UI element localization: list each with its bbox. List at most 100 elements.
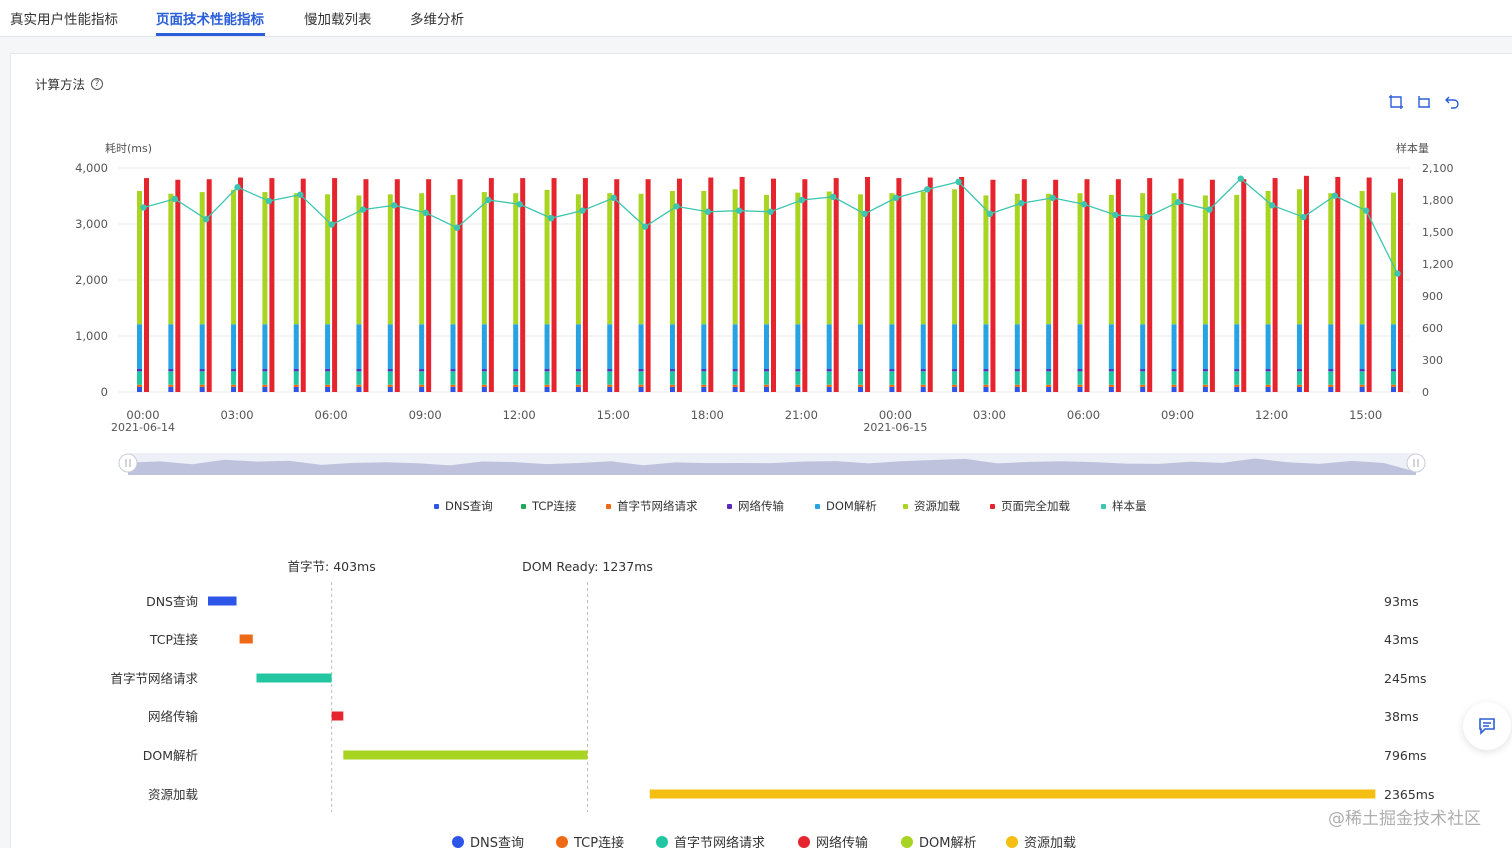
bar-ttfb <box>1077 371 1083 385</box>
tab-slow-load-list[interactable]: 慢加载列表 <box>304 12 372 28</box>
bar-ttfb <box>419 371 425 385</box>
legend-marker <box>1101 503 1106 509</box>
bar-transfer <box>262 369 268 372</box>
bar-page-load <box>269 178 275 392</box>
y-left-axis-label: 耗时(ms) <box>105 142 152 155</box>
tab-bar: 真实用户性能指标 页面技术性能指标 慢加载列表 多维分析 <box>0 0 1512 37</box>
legend-item[interactable]: TCP连接 <box>556 832 624 848</box>
bar-page-load <box>1366 177 1372 392</box>
bar-resource <box>1108 194 1114 325</box>
bar-dom <box>1171 324 1177 370</box>
gantt-value-label: 2365ms <box>1384 787 1435 802</box>
calc-method-label: 计算方法 <box>35 77 86 92</box>
slider-handle-left[interactable] <box>118 453 138 473</box>
bar-dom <box>481 324 487 370</box>
gantt-row-label: 网络传输 <box>148 709 199 724</box>
bar-tcp <box>293 384 299 387</box>
legend-item[interactable]: 页面完全加载 <box>990 498 1070 514</box>
legend-item[interactable]: 资源加载 <box>903 498 960 514</box>
bar-dom <box>795 324 801 370</box>
legend-item[interactable]: 首字节网络请求 <box>606 498 698 514</box>
gantt-value-label: 93ms <box>1384 594 1419 609</box>
bar-tcp <box>638 384 644 387</box>
x-tick-label: 00:00 <box>879 408 912 422</box>
bar-page-load <box>488 178 494 392</box>
bar-transfer <box>669 369 675 372</box>
bar-dom <box>1391 324 1396 370</box>
bar-tcp <box>231 384 237 387</box>
x-tick-label: 03:00 <box>220 408 253 422</box>
bar-dns <box>920 386 926 392</box>
bar-dom <box>419 324 425 370</box>
legend-label: TCP连接 <box>532 499 577 513</box>
bar-dom <box>262 324 268 370</box>
bar-tcp <box>920 384 926 387</box>
legend-item[interactable]: 网络传输 <box>798 832 868 848</box>
bar-resource <box>513 193 519 325</box>
sample-point <box>1300 213 1307 221</box>
bar-transfer <box>137 369 142 372</box>
legend-item[interactable]: DOM解析 <box>815 498 877 514</box>
y-left-tick-label: 1,000 <box>75 329 108 343</box>
legend-label: 首字节网络请求 <box>674 836 766 848</box>
bar-ttfb <box>325 371 331 385</box>
x-tick-label: 09:00 <box>1161 408 1194 422</box>
gantt-row-label: TCP连接 <box>149 632 199 647</box>
bar-dns <box>1046 386 1052 392</box>
slider-handle-right[interactable] <box>1406 453 1426 473</box>
bar-resource <box>889 193 895 325</box>
sample-point <box>1362 207 1370 214</box>
legend-item[interactable]: 网络传输 <box>727 498 784 514</box>
sample-point <box>798 196 806 204</box>
bar-transfer <box>199 369 205 372</box>
zoom-reset-icon[interactable] <box>1416 94 1432 110</box>
chat-button[interactable] <box>1463 702 1511 750</box>
legend-marker <box>990 503 995 509</box>
legend-item[interactable]: 资源加载 <box>1006 832 1076 848</box>
bar-ttfb <box>1171 371 1177 385</box>
bar-page-load <box>582 178 588 392</box>
x-tick-label: 12:00 <box>1255 408 1288 422</box>
bar-dns <box>450 386 456 392</box>
legend-item[interactable]: 样本量 <box>1101 498 1147 514</box>
bar-ttfb <box>701 371 707 385</box>
sample-point <box>203 216 210 223</box>
question-circle-icon[interactable]: ? <box>91 77 104 90</box>
bar-tcp <box>513 384 519 387</box>
bar-dom <box>1234 324 1240 370</box>
tab-page-tech-metrics[interactable]: 页面技术性能指标 <box>156 12 264 28</box>
main-chart: 0 1,000 2,000 3,000 4,000 0 300 600 900 1,200 1,50… <box>75 141 1453 434</box>
bar-transfer <box>1014 369 1020 372</box>
legend-item[interactable]: DOM解析 <box>901 832 976 848</box>
bar-dom <box>1359 324 1365 370</box>
bar-ttfb <box>795 371 801 385</box>
bar-transfer <box>513 369 519 372</box>
restore-icon[interactable] <box>1444 94 1460 110</box>
legend-label: 网络传输 <box>816 836 869 848</box>
bar-resource <box>701 190 707 325</box>
legend-item[interactable]: DNS查询 <box>434 498 493 514</box>
bar-ttfb <box>1140 371 1146 385</box>
bar-dns <box>826 386 832 392</box>
tab-real-user-metrics[interactable]: 真实用户性能指标 <box>10 12 118 28</box>
bar-dns <box>262 386 268 392</box>
bar-dom <box>1014 324 1020 370</box>
bar-page-load <box>771 178 776 392</box>
bar-page-load <box>551 178 557 392</box>
gantt-bar <box>208 596 237 606</box>
marker-label: DOM Ready: 1237ms <box>522 559 653 574</box>
sample-point <box>1268 202 1276 209</box>
legend-item[interactable]: TCP连接 <box>521 498 576 514</box>
bar-transfer <box>231 369 237 372</box>
bar-tcp <box>858 384 864 387</box>
bar-page-load <box>1398 178 1403 392</box>
tab-multi-dimension[interactable]: 多维分析 <box>410 12 464 28</box>
x-tick-label: 00:00 <box>126 408 159 422</box>
legend-item[interactable]: 首字节网络请求 <box>656 832 765 848</box>
bar-dns <box>638 386 644 392</box>
bar-dns <box>952 386 958 392</box>
zoom-area-icon[interactable] <box>1388 94 1404 110</box>
legend-item[interactable]: DNS查询 <box>452 832 524 848</box>
bar-transfer <box>356 369 362 372</box>
